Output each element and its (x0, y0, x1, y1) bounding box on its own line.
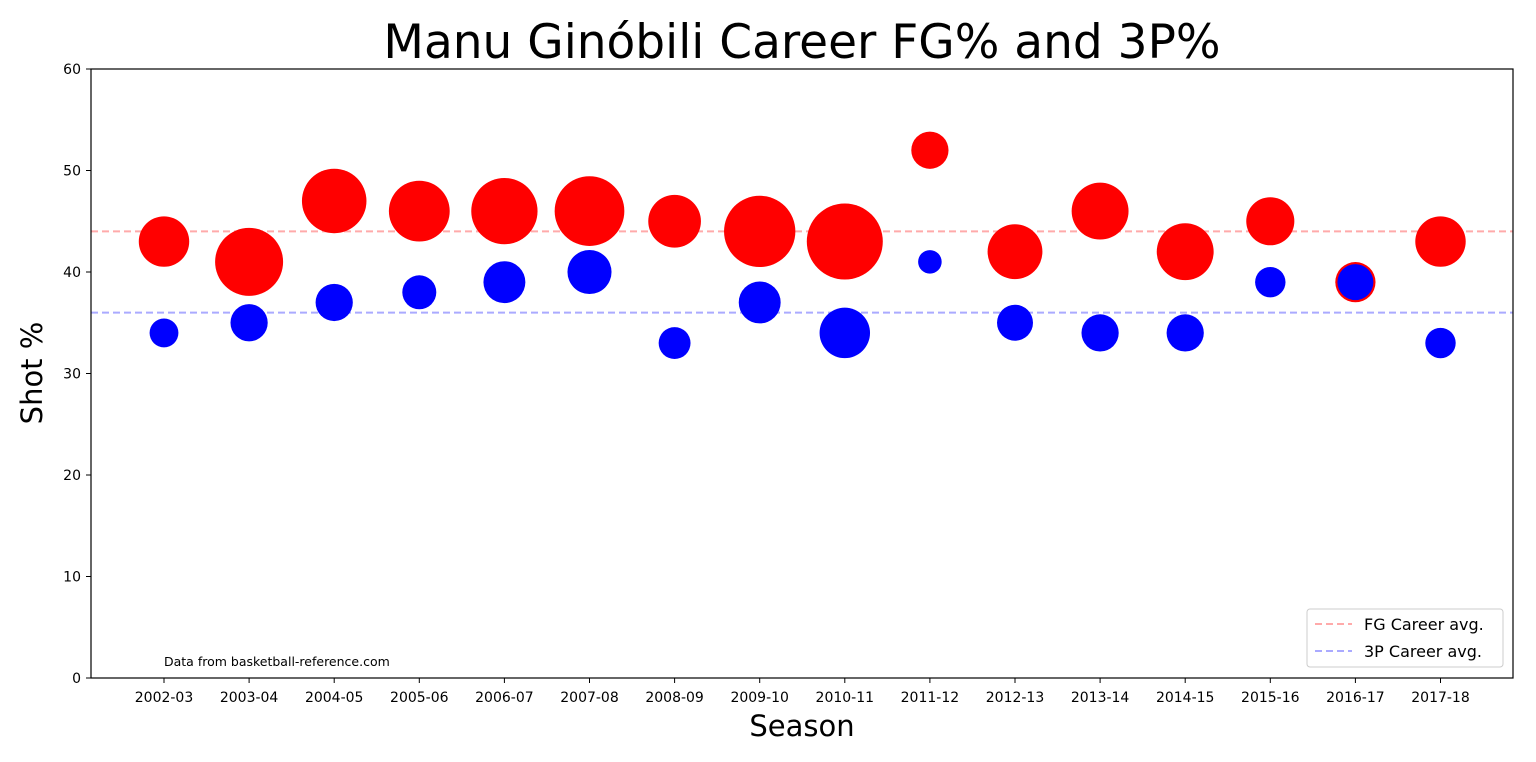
3p-point-2009-10 (738, 281, 781, 324)
x-tick-label: 2013-14 (1071, 690, 1130, 706)
fg-point-2012-13 (987, 224, 1043, 280)
x-tick-label: 2002-03 (135, 690, 194, 706)
fg-point-2014-15 (1156, 223, 1214, 281)
fg-point-2015-16 (1246, 197, 1295, 246)
x-tick-label: 2017-18 (1411, 690, 1470, 706)
3p-point-2015-16 (1255, 266, 1286, 298)
y-axis-title: Shot % (15, 322, 49, 425)
3p-point-2005-06 (402, 275, 437, 310)
fg-point-2009-10 (724, 195, 796, 268)
x-tick-label: 2010-11 (816, 690, 875, 706)
x-tick-label: 2012-13 (986, 690, 1045, 706)
fg-point-2010-11 (806, 203, 883, 280)
x-tick-label: 2009-10 (730, 690, 789, 706)
legend-3p-label: 3P Career avg. (1364, 642, 1482, 661)
x-tick-label: 2003-04 (220, 690, 279, 706)
fg-point-2008-09 (648, 194, 701, 248)
3p-point-2012-13 (997, 304, 1033, 341)
legend-fg-label: FG Career avg. (1364, 615, 1484, 634)
3p-point-2006-07 (483, 261, 526, 304)
y-tick-label: 10 (63, 570, 81, 586)
fg-point-2011-12 (911, 131, 949, 169)
3p-point-2016-17 (1337, 264, 1374, 301)
x-axis-title: Season (749, 709, 854, 743)
fg-point-2007-08 (554, 176, 625, 246)
3p-point-2002-03 (149, 318, 179, 348)
x-tick-label: 2008-09 (645, 690, 704, 706)
fg-point-2002-03 (138, 216, 190, 267)
3p-point-2007-08 (567, 249, 612, 295)
chart-title: Manu Ginóbili Career FG% and 3P% (383, 15, 1220, 70)
x-tick-label: 2007-08 (560, 690, 619, 706)
3p-point-2011-12 (918, 250, 942, 274)
y-tick-label: 30 (63, 367, 81, 383)
fg-point-2004-05 (301, 168, 367, 234)
y-tick-label: 60 (63, 62, 81, 78)
3p-point-2004-05 (315, 283, 353, 322)
y-tick-label: 40 (63, 265, 81, 281)
x-tick-label: 2005-06 (390, 690, 449, 706)
plot-area (91, 131, 1513, 359)
y-tick-label: 50 (63, 164, 81, 180)
fg-point-2003-04 (215, 227, 284, 296)
axes: 2002-03 2003-04 2004-05 2005-06 2006-07 2007-… (63, 62, 1470, 706)
3p-point-2003-04 (230, 304, 268, 342)
x-tick-label: 2016-17 (1326, 690, 1385, 706)
y-tick-label: 20 (63, 468, 81, 484)
plot-frame (90, 68, 1514, 679)
legend-box (1306, 608, 1504, 668)
fg-point-2006-07 (471, 177, 538, 245)
fg-point-2013-14 (1071, 182, 1129, 240)
x-tick-label: 2015-16 (1241, 690, 1300, 706)
legend: FG Career avg. 3P Career avg. (1306, 608, 1504, 668)
3p-point-2008-09 (658, 327, 691, 359)
3p-point-2013-14 (1081, 314, 1119, 352)
3p-point-2010-11 (819, 307, 871, 359)
x-tick-label: 2014-15 (1156, 690, 1215, 706)
3p-point-2017-18 (1425, 327, 1456, 359)
x-tick-label: 2006-07 (475, 690, 534, 706)
fg-point-2017-18 (1415, 216, 1466, 267)
source-annotation: Data from basketball-reference.com (164, 654, 390, 669)
3p-point-2014-15 (1166, 314, 1204, 352)
x-tick-label: 2011-12 (901, 690, 960, 706)
fg-point-2005-06 (388, 180, 450, 242)
x-tick-label: 2004-05 (305, 690, 364, 706)
y-tick-label: 0 (72, 671, 81, 687)
